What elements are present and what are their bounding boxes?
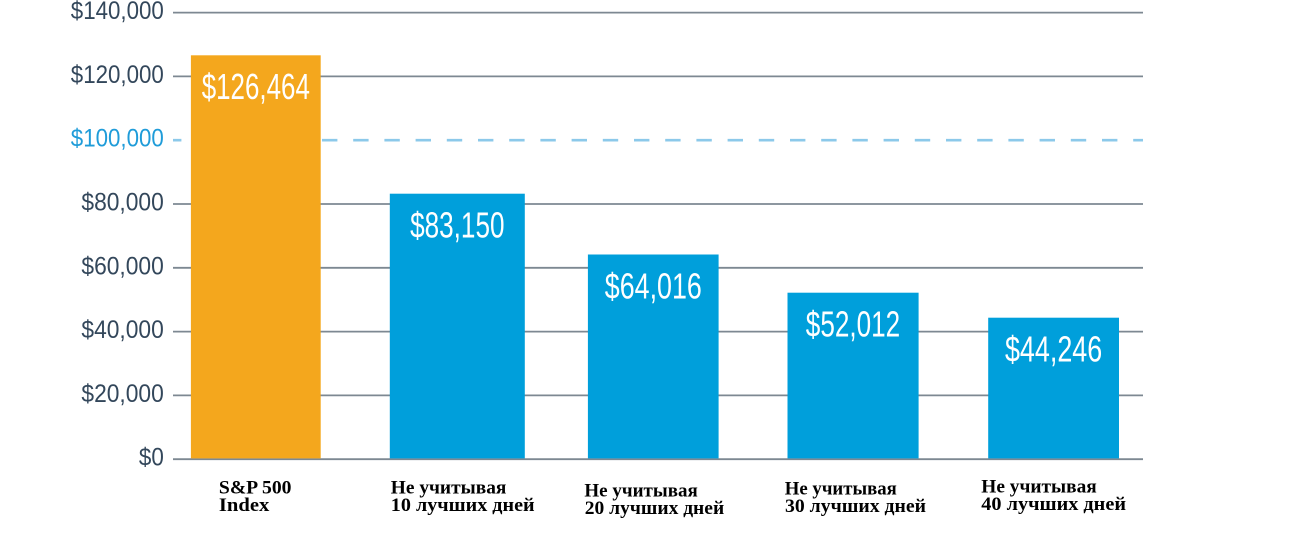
svg-text:Не учитывая: Не учитывая bbox=[785, 478, 897, 499]
svg-text:Не учитывая: Не учитывая bbox=[981, 476, 1097, 497]
svg-text:$64,016: $64,016 bbox=[605, 265, 702, 306]
svg-text:$83,150: $83,150 bbox=[410, 205, 504, 246]
svg-text:$40,000: $40,000 bbox=[81, 317, 163, 344]
svg-text:10 лучших дней: 10 лучших дней bbox=[391, 495, 535, 516]
svg-text:$126,464: $126,464 bbox=[202, 66, 310, 107]
svg-text:Не учитывая: Не учитывая bbox=[584, 481, 697, 502]
svg-text:$20,000: $20,000 bbox=[81, 381, 163, 408]
svg-text:$80,000: $80,000 bbox=[81, 190, 163, 217]
svg-text:S&P 500: S&P 500 bbox=[219, 477, 292, 498]
svg-text:40 лучших дней: 40 лучших дней bbox=[981, 494, 1126, 515]
svg-text:$60,000: $60,000 bbox=[81, 253, 163, 280]
svg-text:$120,000: $120,000 bbox=[71, 62, 164, 89]
svg-text:20 лучших дней: 20 лучших дней bbox=[585, 498, 724, 519]
svg-text:$0: $0 bbox=[139, 445, 164, 472]
svg-text:$140,000: $140,000 bbox=[71, 0, 164, 25]
svg-text:Index: Index bbox=[219, 495, 270, 516]
svg-text:$52,012: $52,012 bbox=[806, 304, 900, 345]
svg-text:$44,246: $44,246 bbox=[1005, 329, 1102, 370]
svg-text:30 лучших дней: 30 лучших дней bbox=[785, 496, 926, 517]
svg-text:$100,000: $100,000 bbox=[71, 126, 164, 153]
svg-text:Не учитывая: Не учитывая bbox=[391, 478, 507, 499]
